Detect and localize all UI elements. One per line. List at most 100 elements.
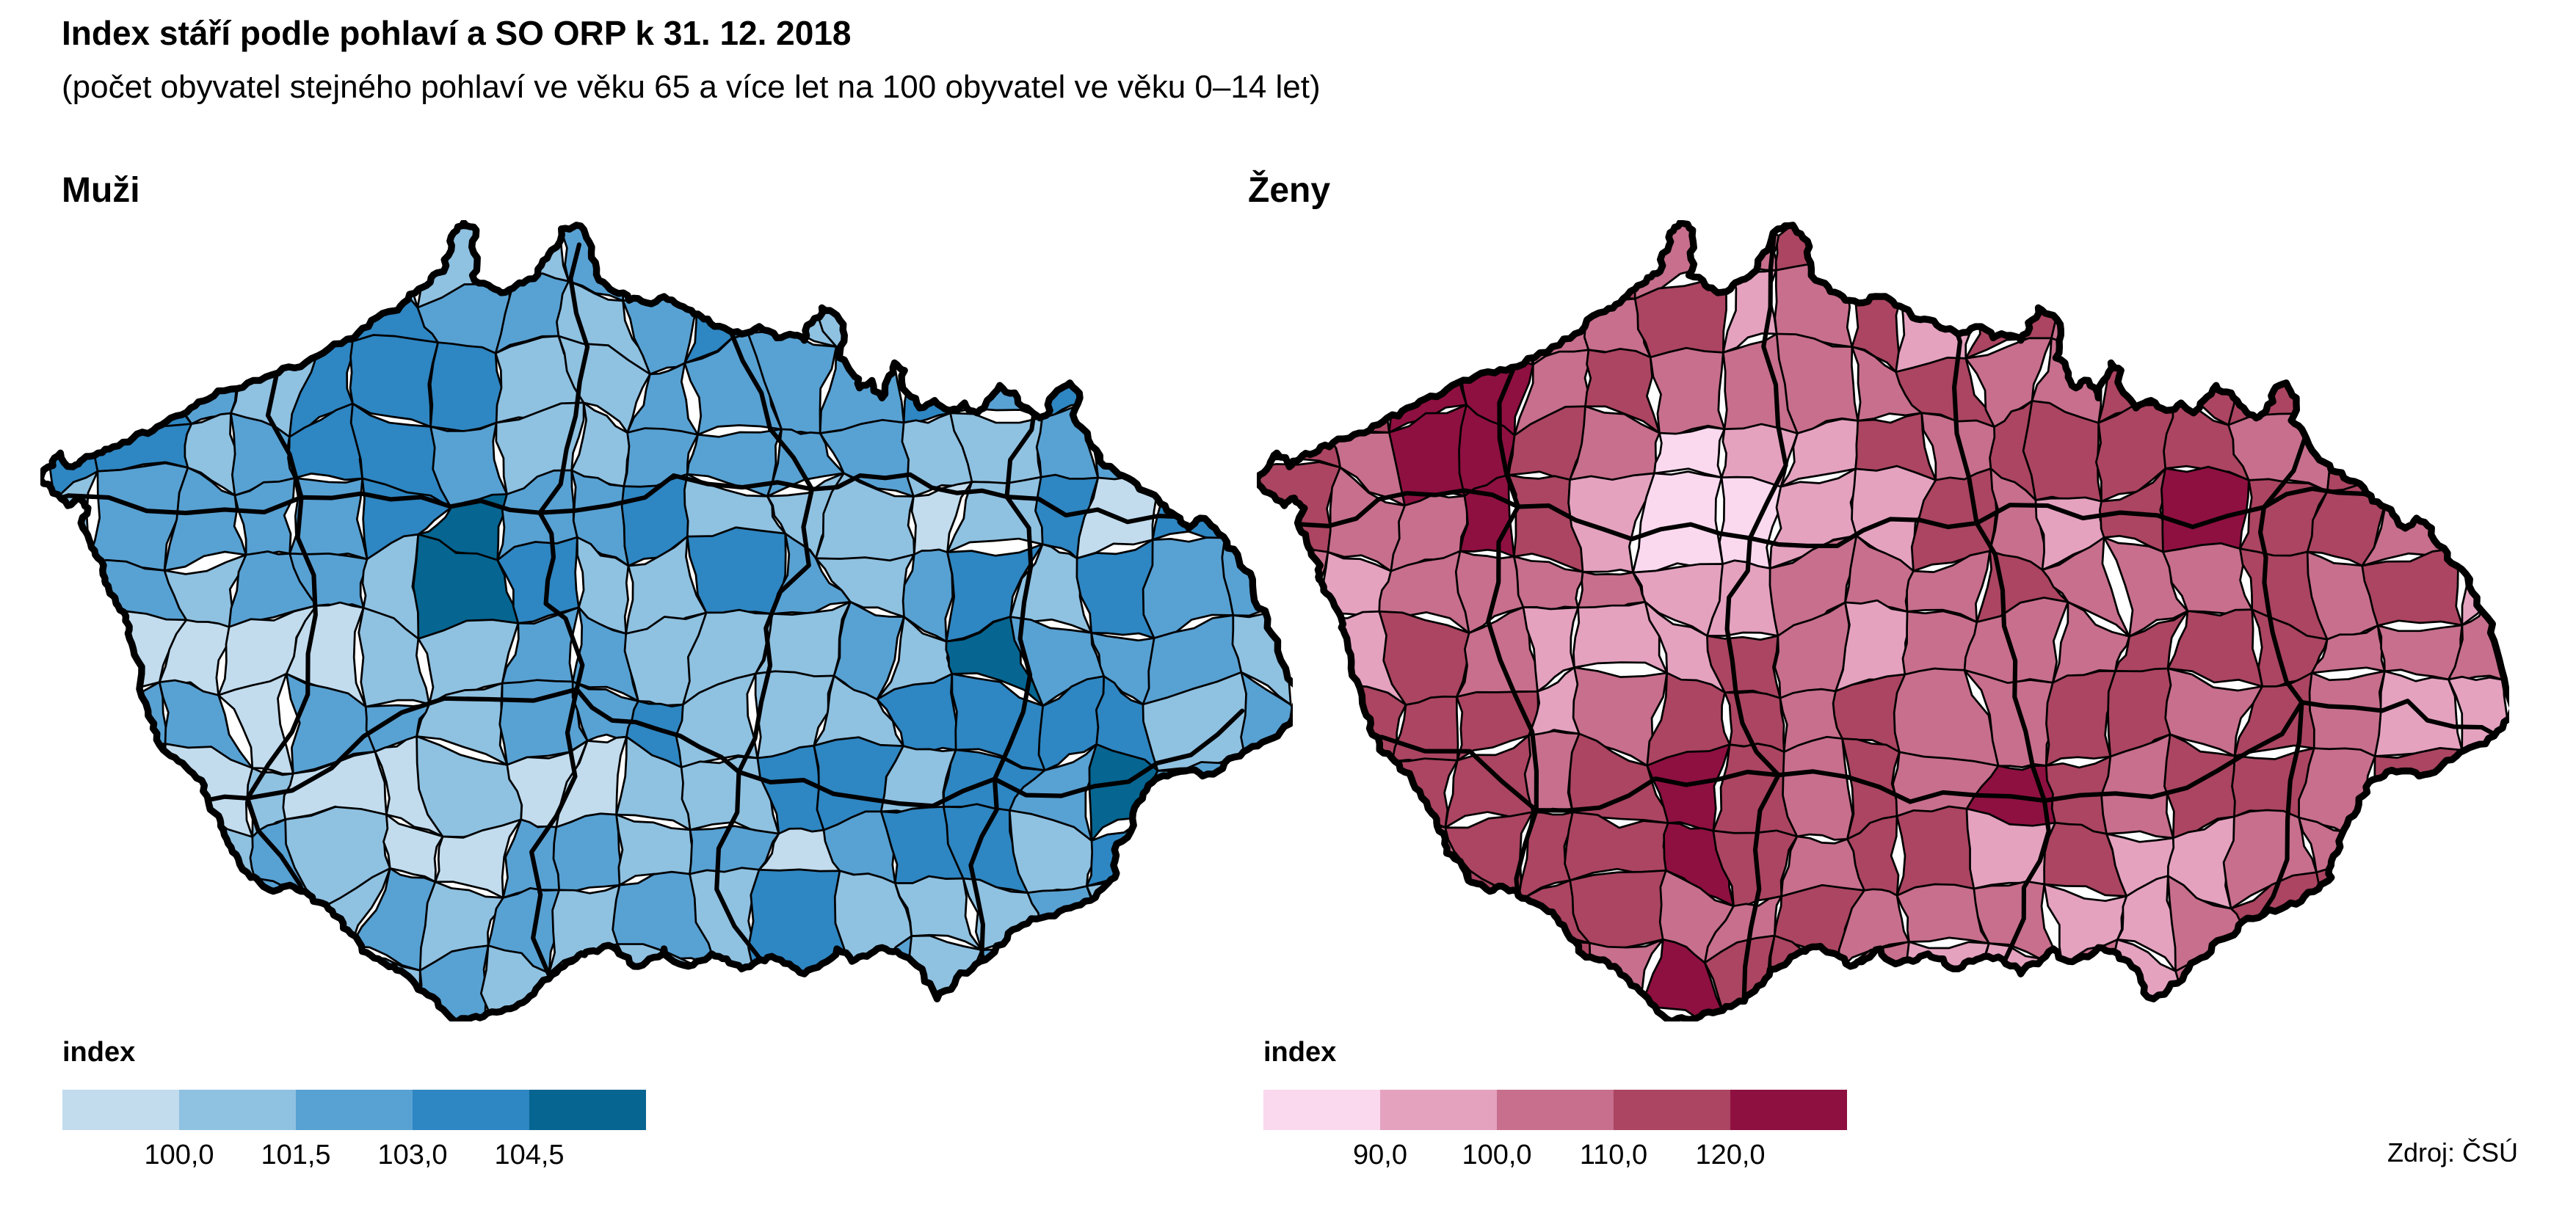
- choropleth-map-muzi: [40, 220, 1293, 1021]
- orp-region: [1269, 823, 1329, 883]
- orp-region: [2174, 222, 2238, 292]
- orp-region: [1326, 873, 1399, 966]
- legend-swatch: [1614, 1090, 1730, 1130]
- orp-region: [2326, 407, 2399, 494]
- orp-region: [956, 298, 1036, 365]
- orp-region: [51, 293, 123, 371]
- orp-region: [40, 693, 89, 757]
- orp-region: [1257, 222, 1335, 285]
- legend-tick-label: 101,5: [261, 1140, 331, 1170]
- orp-region: [1169, 872, 1242, 974]
- map-regions-group: [40, 222, 1293, 1021]
- legend-title: index: [1263, 1037, 1337, 1068]
- orp-region: [1007, 292, 1103, 365]
- legend-swatch: [1380, 1090, 1497, 1130]
- legend-swatch: [529, 1090, 646, 1130]
- orp-region: [907, 934, 983, 1021]
- orp-region: [1305, 756, 1393, 826]
- orp-region: [1435, 274, 1536, 366]
- orp-region: [1075, 958, 1179, 1021]
- orp-region: [1257, 613, 1327, 693]
- orp-region: [40, 601, 108, 707]
- orp-region: [1385, 222, 1469, 304]
- legend-color-bar: [62, 1090, 646, 1130]
- orp-region: [42, 351, 123, 437]
- legend-zeny: index 90,0 100,0 110,0 120,0: [1258, 1037, 1918, 1206]
- orp-region: [1453, 934, 1545, 1021]
- orp-region: [1026, 885, 1116, 963]
- orp-region: [164, 877, 256, 955]
- orp-region: [224, 222, 299, 299]
- legend-swatch: [1730, 1090, 1847, 1130]
- orp-region: [1396, 937, 1467, 1014]
- orp-region: [2295, 222, 2385, 300]
- orp-region: [548, 884, 621, 975]
- orp-region: [2368, 817, 2464, 895]
- legend-muzi: index 100,0 101,5 103,0 104,5: [57, 1037, 717, 1206]
- orp-region: [92, 222, 175, 296]
- source-note: Zdroj: ČSÚ: [2387, 1137, 2518, 1168]
- orp-region: [686, 526, 787, 616]
- orp-region: [1139, 222, 1235, 287]
- map-label-zeny: Ženy: [1248, 171, 1331, 210]
- orp-region: [1257, 277, 1315, 365]
- legend-swatch: [62, 1090, 179, 1130]
- choropleth-map-zeny: [1257, 220, 2509, 1021]
- orp-region: [1089, 285, 1183, 360]
- orp-region: [1161, 432, 1242, 484]
- orp-region: [744, 222, 822, 294]
- orp-region: [699, 222, 765, 294]
- legend-swatch: [413, 1090, 529, 1130]
- legend-swatch: [1263, 1090, 1380, 1130]
- orp-region: [2368, 334, 2442, 440]
- orp-region: [2045, 670, 2117, 767]
- country-outline: [1257, 220, 2509, 1021]
- orp-region: [1257, 338, 1327, 433]
- orp-region: [2440, 222, 2509, 280]
- country-outline: [40, 220, 1293, 1021]
- orp-region: [40, 962, 112, 1021]
- legend-swatch: [296, 1090, 413, 1130]
- orp-region: [85, 743, 167, 816]
- legend-title: index: [62, 1037, 136, 1068]
- legend-tick-label: 100,0: [1462, 1140, 1532, 1170]
- orp-region: [2099, 286, 2177, 369]
- orp-region: [1525, 222, 1590, 309]
- orp-region: [2313, 939, 2398, 1021]
- orp-region: [810, 222, 916, 295]
- orp-region: [2291, 349, 2396, 440]
- orp-region: [2425, 892, 2509, 952]
- orp-region: [2459, 740, 2509, 822]
- orp-region: [2377, 875, 2442, 952]
- orp-region: [40, 875, 103, 969]
- orp-region: [284, 945, 352, 1021]
- orp-region: [2422, 941, 2509, 1016]
- orp-region: [1257, 944, 1338, 1021]
- orp-region: [40, 560, 107, 618]
- orp-region: [167, 938, 254, 1021]
- legend-tick-label: 100,0: [144, 1140, 214, 1170]
- orp-region: [1301, 222, 1396, 304]
- orp-region: [897, 292, 983, 362]
- orp-region: [1081, 346, 1183, 435]
- orp-region: [1149, 802, 1245, 883]
- orp-region: [1084, 225, 1152, 295]
- orp-region: [2368, 939, 2432, 1016]
- orp-region: [1569, 869, 1672, 950]
- orp-region: [1257, 673, 1339, 768]
- orp-region: [1149, 281, 1243, 354]
- orp-region: [2376, 624, 2464, 681]
- orp-region: [2236, 283, 2306, 361]
- orp-region: [239, 938, 321, 1021]
- orp-region: [2291, 288, 2374, 363]
- orp-region: [1159, 958, 1246, 1021]
- orp-region: [156, 222, 236, 283]
- orp-region: [2390, 412, 2449, 499]
- orp-region: [92, 280, 159, 374]
- orp-region: [745, 972, 850, 1021]
- orp-region: [1653, 426, 1726, 478]
- orp-region: [2166, 280, 2259, 369]
- orp-region: [1163, 343, 1249, 440]
- legend-swatch: [179, 1090, 296, 1130]
- orp-region: [40, 745, 111, 824]
